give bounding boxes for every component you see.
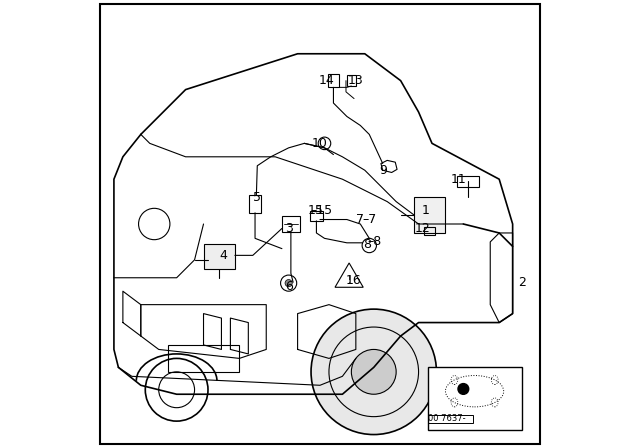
Text: 16: 16: [346, 273, 362, 287]
Bar: [457, 176, 479, 187]
Text: 9: 9: [379, 164, 387, 177]
Bar: [428, 367, 522, 430]
Bar: [310, 211, 323, 221]
Bar: [424, 227, 435, 235]
Bar: [414, 197, 445, 233]
Text: 10: 10: [312, 137, 328, 150]
Text: 4: 4: [220, 249, 228, 262]
Bar: [249, 195, 261, 213]
Text: –7: –7: [362, 213, 377, 226]
Circle shape: [311, 309, 436, 435]
Bar: [168, 345, 239, 372]
Text: 13: 13: [348, 74, 364, 87]
Text: 2: 2: [518, 276, 525, 289]
Bar: [347, 75, 356, 86]
Text: 14: 14: [319, 74, 335, 87]
Text: 11: 11: [451, 172, 467, 186]
Text: 5: 5: [253, 190, 261, 204]
Text: –15: –15: [310, 204, 332, 217]
Text: 8: 8: [363, 237, 371, 251]
Text: 3: 3: [285, 222, 292, 235]
Text: 6: 6: [285, 280, 292, 293]
Bar: [328, 74, 339, 87]
Text: 1: 1: [421, 204, 429, 217]
Text: 7: 7: [356, 213, 364, 226]
Text: –8: –8: [367, 235, 381, 249]
Bar: [204, 244, 235, 269]
Text: !: !: [348, 276, 351, 285]
Circle shape: [458, 383, 468, 394]
Text: 15: 15: [308, 204, 323, 217]
Bar: [428, 415, 473, 423]
Circle shape: [351, 349, 396, 394]
Bar: [282, 216, 300, 232]
Text: 00 7637-: 00 7637-: [428, 414, 466, 423]
Circle shape: [285, 280, 292, 287]
Text: 12: 12: [415, 222, 431, 235]
